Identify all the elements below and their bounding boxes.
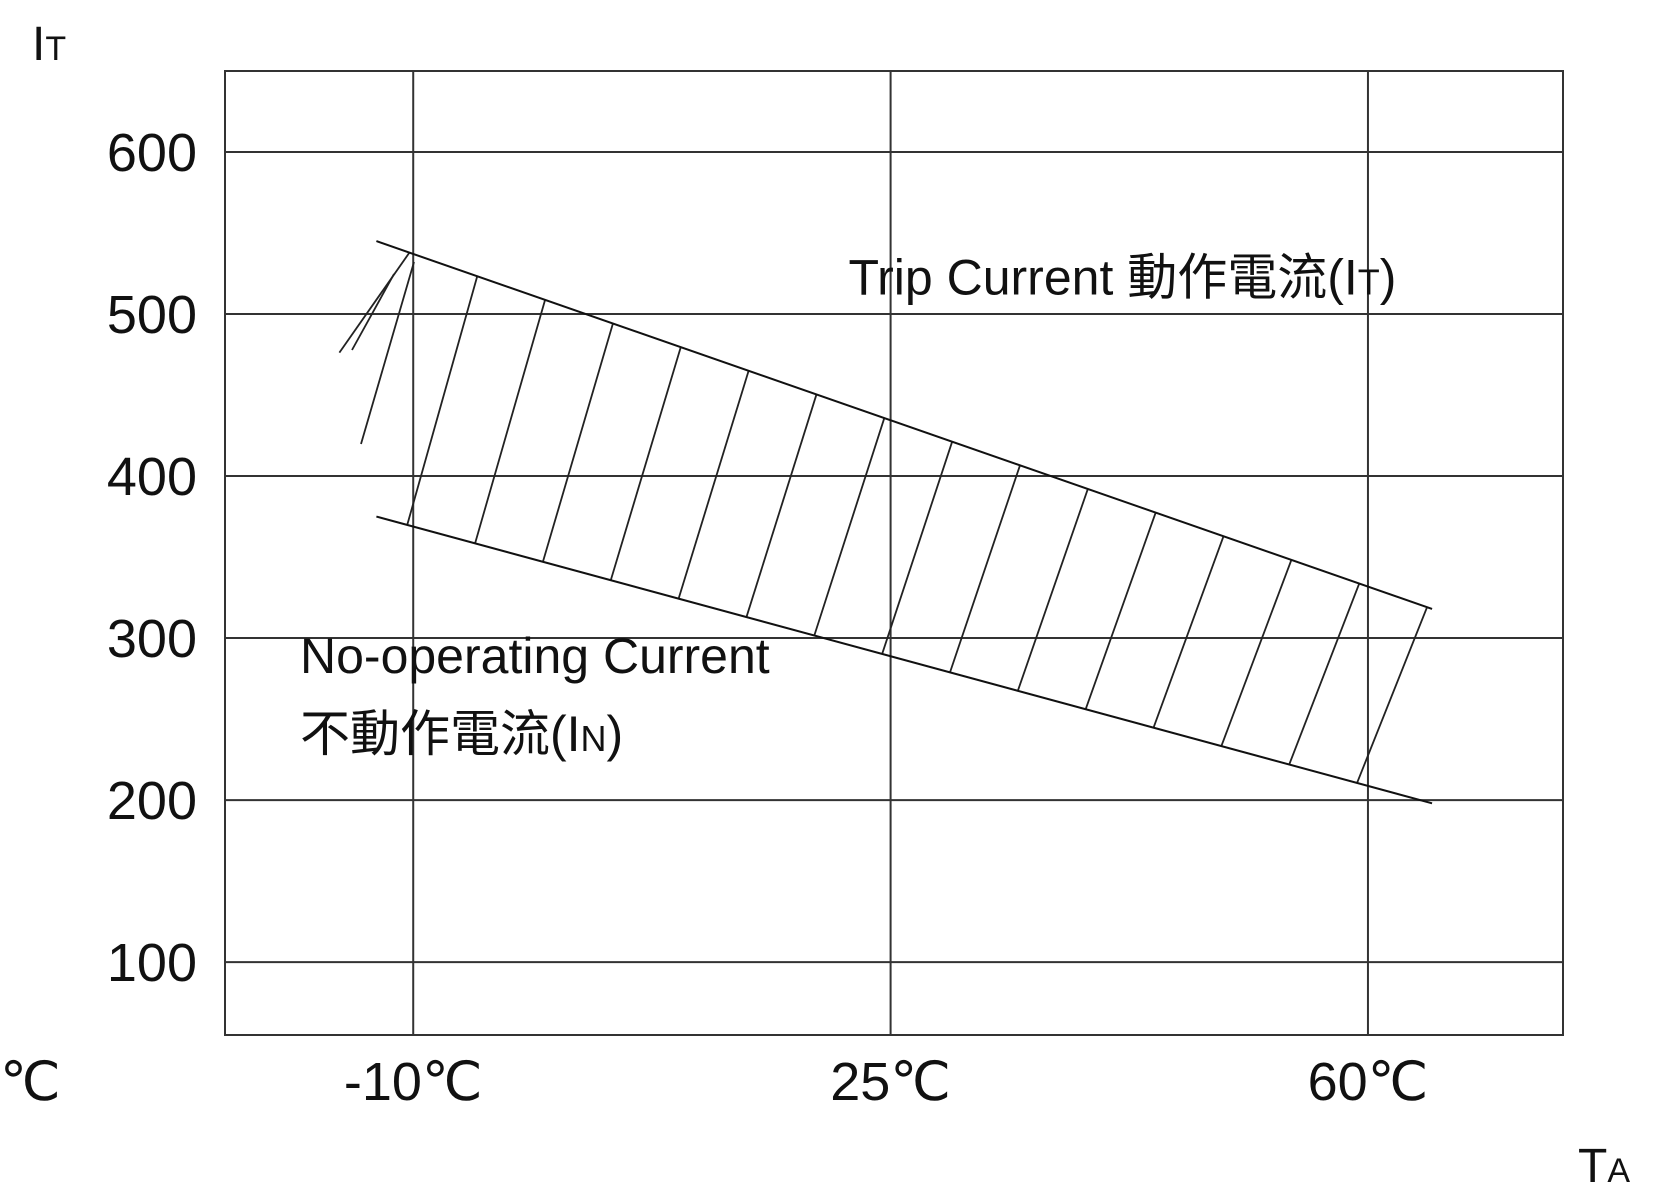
trip-current-label-text: Trip Current 動作電流(I: [848, 250, 1357, 306]
hatch-line: [542, 323, 614, 563]
hatch-line: [1016, 488, 1089, 692]
trip-current-label-suffix: ): [1380, 250, 1397, 306]
hatch-line: [949, 465, 1021, 673]
trip-current-label: Trip Current 動作電流(IT): [848, 250, 1396, 306]
hatch-line: [609, 346, 682, 581]
y-axis-label: IT: [32, 18, 66, 71]
y-tick-label-400: 400: [107, 447, 197, 507]
series-layer: [376, 240, 1433, 805]
hatch-line: [1220, 559, 1293, 747]
hatch-line: [745, 394, 818, 618]
x-axis-label-main: T: [1578, 1140, 1607, 1190]
x-axis-label: TA: [1578, 1140, 1630, 1190]
y-tick-label-200: 200: [107, 771, 197, 831]
hatch-line: [1152, 535, 1225, 728]
series-line-trip: [376, 240, 1433, 610]
y-axis-label-main: I: [32, 18, 45, 71]
grid-layer: [225, 71, 1563, 1035]
hatch-line: [1084, 512, 1157, 710]
x-tick-label-60: 60℃: [1308, 1052, 1429, 1112]
hatch-line: [360, 261, 415, 445]
hatch-line: [813, 417, 886, 636]
no-operating-label-suffix: ): [607, 706, 624, 762]
no-operating-current-cn-label: 不動作電流(IN): [300, 706, 623, 762]
x-tick-label-25: 25℃: [830, 1052, 951, 1112]
hatch-line: [881, 441, 954, 655]
hatch-line: [1356, 606, 1428, 784]
x-tick-label--10: -10℃: [344, 1052, 483, 1112]
trip-current-label-sub: T: [1358, 262, 1380, 303]
hatch-line: [1288, 583, 1361, 765]
y-tick-label-300: 300: [107, 609, 197, 669]
x-axis-label-sub: A: [1607, 1152, 1630, 1190]
y-axis-label-sub: T: [45, 30, 66, 68]
no-operating-current-label: No-operating Current: [300, 628, 770, 684]
no-operating-label-text: 不動作電流(I: [300, 706, 581, 762]
hatch-line: [338, 252, 411, 354]
hatch-line: [351, 273, 395, 351]
left-edge-unit-label: ℃: [0, 1052, 61, 1112]
hatch-line: [474, 299, 546, 544]
y-tick-label-600: 600: [107, 123, 197, 183]
y-tick-label-100: 100: [107, 933, 197, 993]
series-line-no_operating: [376, 515, 1433, 805]
tick-labels: 100 200 300 400 500 600 -10℃ 25℃ 60℃: [107, 123, 1428, 1112]
hatch-line: [406, 276, 479, 526]
plot-frame: [224, 70, 1564, 1036]
y-tick-label-500: 500: [107, 285, 197, 345]
hatch-line: [677, 370, 750, 599]
hatch-region: [338, 252, 1428, 784]
no-operating-label-sub: N: [581, 718, 607, 759]
